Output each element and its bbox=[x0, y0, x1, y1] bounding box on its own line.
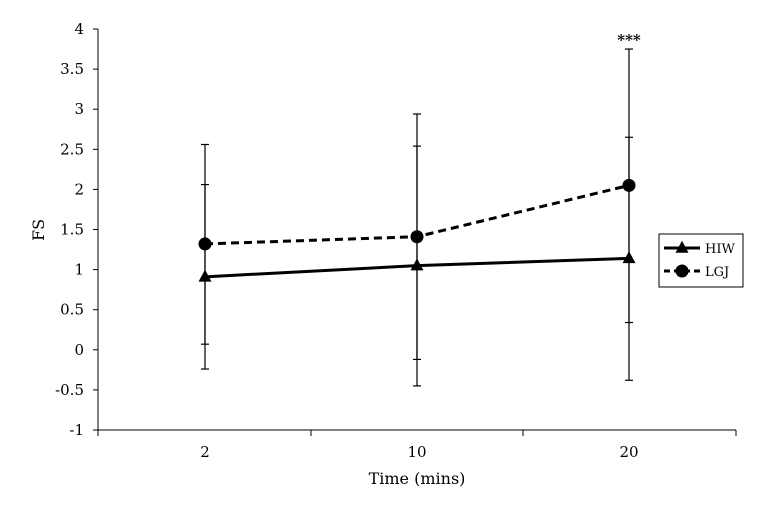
y-tick-label: 2.5 bbox=[60, 140, 84, 158]
y-axis-title: FS bbox=[29, 219, 48, 241]
y-tick-label: 3.5 bbox=[60, 60, 84, 78]
y-tick-label: 1.5 bbox=[60, 221, 84, 239]
legend: HIW LGJ bbox=[658, 233, 744, 288]
axes: 4 3.5 3 2.5 2 1.5 1 0.5 0 -0.5 -1 2 10 20 bbox=[55, 20, 737, 461]
x-tick-label: 20 bbox=[619, 443, 638, 461]
significance-annotation: *** bbox=[617, 31, 641, 49]
y-tick-label: 0.5 bbox=[60, 301, 84, 319]
x-axis-title: Time (mins) bbox=[369, 469, 466, 488]
error-bars bbox=[201, 48, 633, 387]
x-tick-label: 2 bbox=[200, 443, 210, 461]
y-tick-label: 4 bbox=[74, 20, 84, 38]
legend-label-hiw: HIW bbox=[705, 242, 735, 257]
legend-marker-lgj bbox=[675, 264, 689, 278]
data-point-hiw bbox=[198, 269, 212, 282]
legend-marker-hiw bbox=[675, 240, 689, 253]
y-tick-label: 3 bbox=[74, 100, 84, 118]
legend-label-lgj: LGJ bbox=[705, 265, 729, 280]
y-tick-label: -0.5 bbox=[55, 381, 84, 399]
data-point-lgj bbox=[622, 178, 636, 192]
y-tick-label: 2 bbox=[74, 180, 84, 198]
legend-box bbox=[658, 233, 744, 288]
data-point-lgj bbox=[198, 237, 212, 251]
data-point-hiw bbox=[410, 258, 424, 271]
series-markers bbox=[198, 178, 636, 282]
y-tick-label: 1 bbox=[74, 261, 84, 279]
data-point-lgj bbox=[410, 230, 424, 244]
data-point-hiw bbox=[622, 251, 636, 264]
y-tick-label: -1 bbox=[69, 421, 84, 439]
x-tick-label: 10 bbox=[407, 443, 426, 461]
y-tick-label: 0 bbox=[74, 341, 84, 359]
labels: Time (mins) FS *** bbox=[29, 31, 641, 488]
